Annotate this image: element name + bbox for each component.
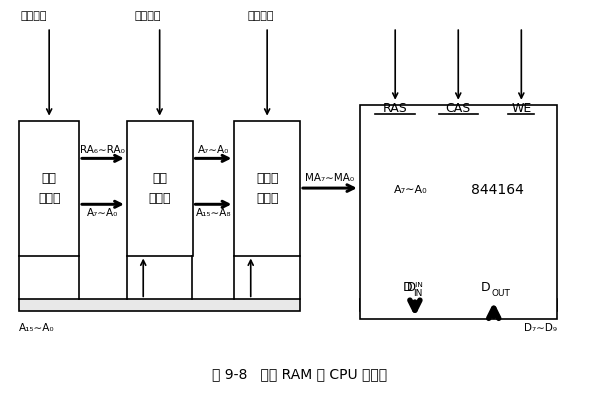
Text: 844164: 844164 [471,184,524,198]
Text: A₇∼A₀: A₇∼A₀ [198,145,229,155]
Text: 行／列
多路器: 行／列 多路器 [256,172,278,204]
Text: 刷新时钟: 刷新时钟 [21,11,47,21]
Text: 刷新控制: 刷新控制 [134,11,161,21]
Text: MA₇∼MA₀: MA₇∼MA₀ [305,173,355,183]
Text: RAS: RAS [383,102,407,114]
Text: 图 9-8   动态 RAM 与 CPU 的接口: 图 9-8 动态 RAM 与 CPU 的接口 [212,367,388,381]
Bar [235,120,300,256]
Bar [360,299,557,311]
Bar [360,105,557,319]
Text: D: D [481,281,491,294]
Text: IN: IN [413,289,422,298]
Text: RA₆∼RA₀: RA₆∼RA₀ [80,145,125,155]
Text: WE: WE [511,102,532,114]
Text: A₇∼A₀: A₇∼A₀ [394,186,428,196]
Text: Dᴵᴺ: Dᴵᴺ [407,281,423,294]
Text: D: D [402,281,412,294]
Text: A₁₅∼A₀: A₁₅∼A₀ [19,323,55,333]
Text: A₇∼A₀: A₇∼A₀ [87,208,119,218]
Text: D₇∼D₉: D₇∼D₉ [524,323,557,333]
Bar [19,299,300,311]
Bar [127,120,193,256]
Bar [19,120,79,256]
Text: OUT: OUT [492,289,511,298]
Text: CAS: CAS [446,102,471,114]
Text: 刷新
计数器: 刷新 计数器 [38,172,61,204]
Text: 多路控制: 多路控制 [248,11,274,21]
Text: 刷新
多路器: 刷新 多路器 [148,172,171,204]
Text: A₁₅∼A₈: A₁₅∼A₈ [196,208,231,218]
